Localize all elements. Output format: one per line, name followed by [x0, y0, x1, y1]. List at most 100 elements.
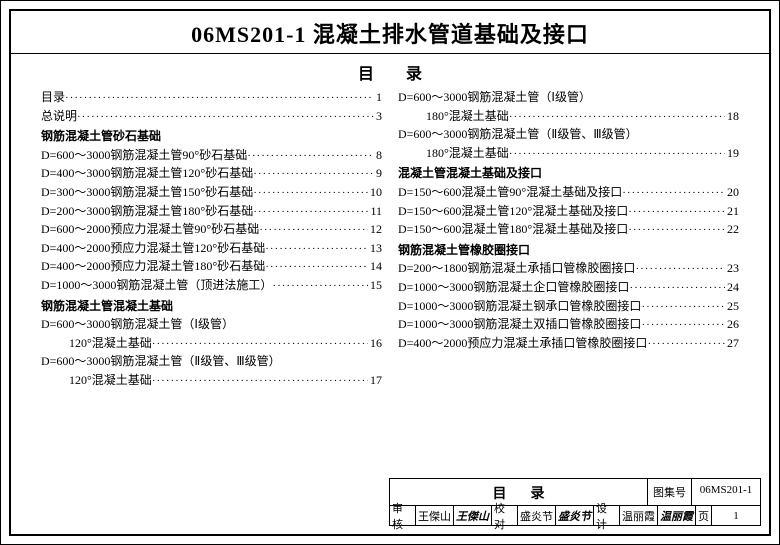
toc-entry-label: 120°混凝土基础 [69, 371, 152, 390]
set-number-value: 06MS201-1 [692, 479, 760, 505]
toc-entry: 180°混凝土基础 18 [398, 107, 739, 126]
check-label: 校对 [492, 506, 518, 525]
toc-entry-label: D=200～3000钢筋混凝土管180°砂石基础 [41, 202, 253, 221]
page-label: 页 [696, 506, 712, 525]
toc-entry: D=200～1800钢筋混凝土承插口管橡胶圈接口 23 [398, 259, 739, 278]
toc-leader-dots [635, 260, 725, 272]
toc-entry-label: 总说明 [41, 107, 77, 126]
toc-entry-page: 11 [368, 202, 382, 221]
toc-entry: 120°混凝土基础 16 [41, 334, 382, 353]
toc-entry: D=1000～3000钢筋混凝土双插口管橡胶圈接口 26 [398, 315, 739, 334]
toc-entry-page: 8 [374, 146, 382, 165]
signoff-row: 审核 王傑山 王傑山 校对 盛炎节 盛炎节 设计 温丽霞 温丽霞 页 1 [390, 505, 760, 525]
toc-entry-label: D=600～3000钢筋混凝土管90°砂石基础 [41, 146, 247, 165]
toc-entry-label: D=1000～3000钢筋混凝土双插口管橡胶圈接口 [398, 315, 641, 334]
toc-heading: 目录 [11, 54, 769, 88]
toc-section-heading: 混凝土管混凝土基础及接口 [398, 164, 739, 183]
toc-entry: D=1000～3000钢筋混凝土管（顶进法施工） 15 [41, 276, 382, 295]
toc-entry: D=200～3000钢筋混凝土管180°砂石基础 11 [41, 202, 382, 221]
toc-column-right: D=600～3000钢筋混凝土管（Ⅰ级管）180°混凝土基础18D=600～30… [390, 88, 747, 390]
toc-entry: 总说明 3 [41, 107, 382, 126]
toc-entry-label: D=150～600混凝土管120°混凝土基础及接口 [398, 202, 628, 221]
title-block: 目录 图集号 06MS201-1 审核 王傑山 王傑山 校对 盛炎节 盛炎节 设… [389, 478, 761, 526]
toc-leader-dots [641, 316, 725, 328]
toc-leader-dots [65, 89, 374, 101]
toc-leader-dots [247, 147, 374, 159]
toc-entry: D=150～600混凝土管180°混凝土基础及接口22 [398, 220, 739, 239]
toc-line: D=600～3000钢筋混凝土管（Ⅰ级管） [41, 315, 382, 334]
toc-section-heading: 钢筋混凝土管橡胶圈接口 [398, 241, 739, 260]
toc-entry-page: 9 [374, 164, 382, 183]
toc-section-heading: 钢筋混凝土管混凝土基础 [41, 297, 382, 316]
toc-leader-dots [77, 108, 374, 120]
toc-entry-label: D=600～2000预应力混凝土管90°砂石基础 [41, 220, 259, 239]
toc-entry-page: 10 [368, 183, 382, 202]
toc-leader-dots [259, 221, 368, 233]
toc-leader-dots [272, 277, 368, 289]
toc-entry: D=300～3000钢筋混凝土管150°砂石基础 10 [41, 183, 382, 202]
toc-entry-page: 20 [725, 183, 739, 202]
toc-line: D=600～3000钢筋混凝土管（Ⅰ级管） [398, 88, 739, 107]
review-label: 审核 [390, 506, 416, 525]
toc-entry-label: D=1000～3000钢筋混凝土企口管橡胶圈接口 [398, 278, 629, 297]
toc-entry-label: 120°混凝土基础 [69, 334, 152, 353]
toc-entry-label: D=400～2000预应力混凝土管120°砂石基础 [41, 239, 265, 258]
toc-entry-label: D=1000～3000钢筋混凝土钢承口管橡胶圈接口 [398, 297, 641, 316]
toc-leader-dots [509, 145, 725, 157]
toc-entry-label: D=400～2000预应力混凝土管180°砂石基础 [41, 257, 265, 276]
toc-entry-page: 16 [368, 334, 382, 353]
toc-entry-label: 180°混凝土基础 [426, 107, 509, 126]
toc-entry-page: 14 [368, 257, 382, 276]
toc-entry-label: D=150～600混凝土管90°混凝土基础及接口 [398, 183, 622, 202]
toc-leader-dots [265, 258, 368, 270]
toc-columns: 目录1总说明3钢筋混凝土管砂石基础D=600～3000钢筋混凝土管90°砂石基础… [11, 88, 769, 390]
toc-leader-dots [253, 184, 368, 196]
toc-entry-label: 180°混凝土基础 [426, 144, 509, 163]
design-name: 温丽霞 [620, 506, 658, 525]
toc-leader-dots [265, 240, 368, 252]
check-sign: 盛炎节 [556, 506, 594, 525]
toc-entry-page: 22 [725, 220, 739, 239]
toc-column-left: 目录1总说明3钢筋混凝土管砂石基础D=600～3000钢筋混凝土管90°砂石基础… [33, 88, 390, 390]
toc-entry-page: 18 [725, 107, 739, 126]
toc-entry: D=150～600混凝土管120°混凝土基础及接口 21 [398, 202, 739, 221]
toc-entry-page: 12 [368, 220, 382, 239]
toc-entry: D=400～2000预应力混凝土管180°砂石基础 14 [41, 257, 382, 276]
page-number: 1 [712, 506, 760, 525]
toc-entry-page: 26 [725, 315, 739, 334]
toc-entry: D=1000～3000钢筋混凝土企口管橡胶圈接口 24 [398, 278, 739, 297]
review-sign: 王傑山 [454, 506, 492, 525]
toc-entry-page: 3 [374, 107, 382, 126]
toc-entry-page: 24 [725, 278, 739, 297]
toc-entry-page: 15 [368, 276, 382, 295]
toc-entry: D=400～2000预应力混凝土管120°砂石基础 13 [41, 239, 382, 258]
toc-entry-label: D=400～2000预应力混凝土承插口管橡胶圈接口 [398, 334, 647, 353]
toc-entry-label: D=1000～3000钢筋混凝土管（顶进法施工） [41, 276, 272, 295]
toc-leader-dots [629, 279, 725, 291]
toc-entry-page: 17 [368, 371, 382, 390]
toc-entry-page: 25 [725, 297, 739, 316]
check-name: 盛炎节 [518, 506, 556, 525]
toc-entry-label: D=200～1800钢筋混凝土承插口管橡胶圈接口 [398, 259, 635, 278]
page-frame: 06MS201-1 混凝土排水管道基础及接口 目录 目录1总说明3钢筋混凝土管砂… [0, 0, 780, 545]
design-label: 设计 [594, 506, 620, 525]
toc-entry: 120°混凝土基础 17 [41, 371, 382, 390]
toc-leader-dots [647, 335, 725, 347]
toc-entry-page: 21 [725, 202, 739, 221]
toc-leader-dots [152, 372, 368, 384]
toc-entry-page: 23 [725, 259, 739, 278]
toc-entry: D=150～600混凝土管90°混凝土基础及接口 20 [398, 183, 739, 202]
toc-leader-dots [152, 335, 368, 347]
toc-entry-label: D=400～3000钢筋混凝土管120°砂石基础 [41, 164, 253, 183]
toc-entry: D=400～3000钢筋混凝土管120°砂石基础 9 [41, 164, 382, 183]
inner-frame: 06MS201-1 混凝土排水管道基础及接口 目录 目录1总说明3钢筋混凝土管砂… [9, 9, 771, 536]
toc-entry-label: D=300～3000钢筋混凝土管150°砂石基础 [41, 183, 253, 202]
toc-entry: 目录 1 [41, 88, 382, 107]
design-sign: 温丽霞 [658, 506, 696, 525]
toc-entry-page: 1 [374, 88, 382, 107]
toc-leader-dots [253, 165, 374, 177]
set-number-label: 图集号 [648, 479, 692, 505]
toc-entry-page: 13 [368, 239, 382, 258]
toc-entry-label: 目录 [41, 88, 65, 107]
toc-leader-dots [628, 203, 725, 215]
